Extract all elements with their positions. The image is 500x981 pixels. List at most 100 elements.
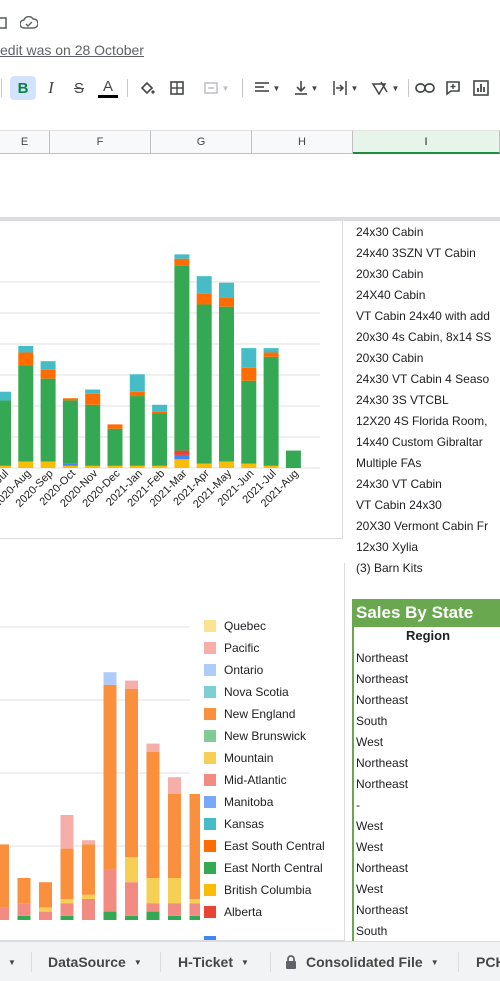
- tab-caret-icon: ▼: [8, 957, 16, 967]
- cabin-cell[interactable]: 24x30 3S VTCBL: [356, 393, 449, 407]
- region-cell[interactable]: West: [356, 819, 384, 833]
- strikethrough-button[interactable]: S: [68, 76, 90, 100]
- sheet-tab-partial[interactable]: ▼: [0, 942, 16, 981]
- region-cell[interactable]: Northeast: [356, 672, 409, 686]
- legend-item[interactable]: New England: [204, 707, 295, 721]
- cabin-cell[interactable]: (3) Barn Kits: [356, 561, 423, 575]
- region-cell[interactable]: Northeast: [356, 903, 409, 917]
- region-sales-chart[interactable]: [0, 563, 345, 941]
- cabin-cell[interactable]: VT Cabin 24x40 with add: [356, 309, 490, 323]
- italic-button[interactable]: I: [40, 76, 62, 100]
- bar-segment: [263, 348, 279, 353]
- cabin-cell[interactable]: 20x30 Cabin: [356, 351, 424, 365]
- sheet-tab-consolidated-file[interactable]: Consolidated File ▼: [285, 942, 439, 981]
- tab-label: Consolidated File: [306, 954, 423, 970]
- sheet-tab-pch[interactable]: PCH: [476, 942, 500, 981]
- region-cell[interactable]: West: [356, 735, 384, 749]
- bar-segment: [107, 424, 123, 429]
- region-cell[interactable]: South: [356, 714, 388, 728]
- bar-segment: [146, 903, 160, 912]
- cabin-cell[interactable]: 20x30 4s Cabin, 8x14 SS: [356, 330, 492, 344]
- insert-link-button[interactable]: [414, 76, 436, 100]
- bar-segment: [103, 869, 117, 912]
- bar-segment: [62, 465, 78, 468]
- region-cell[interactable]: Northeast: [356, 861, 409, 875]
- text-wrap-button[interactable]: ▼: [328, 76, 362, 100]
- insert-comment-button[interactable]: [442, 76, 464, 100]
- cabin-cell[interactable]: 14x40 Custom Gibraltar: [356, 435, 483, 449]
- cabin-cell[interactable]: Multiple FAs: [356, 456, 422, 470]
- region-cell[interactable]: Northeast: [356, 693, 409, 707]
- bar-segment: [168, 794, 181, 878]
- x-tick-label: Jul: [0, 468, 11, 486]
- fill-color-button[interactable]: [136, 76, 158, 100]
- monthly-sales-chart[interactable]: Jul 2020-Aug 2020-Sep 2020-Oct 2020-Nov 2020-…: [0, 221, 343, 539]
- bar-segment: [0, 907, 9, 920]
- legend-item[interactable]: Pacific: [204, 641, 259, 655]
- column-header-e[interactable]: E: [0, 130, 50, 154]
- frozen-rows-divider[interactable]: [0, 217, 500, 221]
- formatting-toolbar: B I S A ▼ ▼ ▼: [0, 70, 500, 106]
- sheet-tab-datasource[interactable]: DataSource ▼: [48, 942, 142, 981]
- column-header-i[interactable]: I: [353, 130, 500, 154]
- cabin-cell[interactable]: VT Cabin 24x30: [356, 498, 442, 512]
- column-header-f[interactable]: F: [50, 130, 151, 154]
- text-color-button[interactable]: A: [96, 76, 120, 100]
- cabin-cell[interactable]: 24x30 VT Cabin: [356, 477, 442, 491]
- cabin-cell[interactable]: 12X20 4S Florida Room,: [356, 414, 488, 428]
- borders-button[interactable]: [166, 76, 188, 100]
- region-cell[interactable]: West: [356, 840, 384, 854]
- sheet-tab-h-ticket[interactable]: H-Ticket ▼: [178, 942, 249, 981]
- bold-button[interactable]: B: [10, 76, 36, 100]
- region-cell[interactable]: Northeast: [356, 651, 409, 665]
- cloud-status-icon[interactable]: [19, 15, 39, 34]
- horizontal-align-button[interactable]: ▼: [250, 76, 284, 100]
- legend-item[interactable]: Nova Scotia: [204, 685, 289, 699]
- cabin-cell[interactable]: 20x30 Cabin: [356, 267, 424, 281]
- legend-item[interactable]: Quebec: [204, 619, 266, 633]
- legend-item[interactable]: Manitoba: [204, 795, 273, 809]
- cabin-cell[interactable]: 20X30 Vermont Cabin Fr: [356, 519, 489, 533]
- bar-segment: [125, 857, 138, 883]
- column-header-h[interactable]: H: [252, 130, 353, 154]
- text-rotate-button[interactable]: ▼: [368, 76, 402, 100]
- vertical-align-button[interactable]: ▼: [290, 76, 322, 100]
- legend-swatch: [204, 686, 216, 698]
- column-header-g[interactable]: G: [151, 130, 252, 154]
- move-icon[interactable]: [0, 16, 8, 34]
- toolbar-divider: [1, 79, 2, 97]
- region-cell[interactable]: South: [356, 924, 388, 938]
- bar-segment: [0, 465, 11, 468]
- bar-segment: [129, 465, 145, 468]
- region-cell[interactable]: Northeast: [356, 777, 409, 791]
- legend-item[interactable]: Kansas: [204, 817, 264, 831]
- text-color-icon: A: [102, 77, 113, 95]
- cabin-cell[interactable]: 24X40 Cabin: [356, 288, 426, 302]
- insert-chart-button[interactable]: [470, 76, 492, 100]
- region-cell[interactable]: Northeast: [356, 756, 409, 770]
- bar-segment: [0, 844, 9, 908]
- cabin-cell[interactable]: 24x40 3SZN VT Cabin: [356, 246, 476, 260]
- cabin-cell[interactable]: 12x30 Xylia: [356, 540, 419, 554]
- last-edit-link[interactable]: edit was on 28 October: [0, 42, 144, 58]
- legend-item[interactable]: Mid-Atlantic: [204, 773, 287, 787]
- cabin-cell[interactable]: 24x30 Cabin: [356, 225, 424, 239]
- bar-segment: [40, 369, 56, 379]
- legend-item[interactable]: British Columbia: [204, 883, 311, 897]
- legend-item[interactable]: New Brunswick: [204, 729, 306, 743]
- legend-item[interactable]: Mountain: [204, 751, 273, 765]
- cabin-cell[interactable]: 24x30 VT Cabin 4 Seaso: [356, 372, 490, 386]
- region-cell[interactable]: West: [356, 882, 384, 896]
- bar-segment: [196, 293, 212, 305]
- legend-item[interactable]: East South Central: [204, 839, 325, 853]
- legend-item[interactable]: Ontario: [204, 663, 263, 677]
- legend-item[interactable]: Alberta: [204, 905, 262, 919]
- region-cell[interactable]: -: [356, 798, 360, 812]
- bar-segment: [263, 465, 279, 468]
- legend-swatch: [204, 642, 216, 654]
- legend-item[interactable]: East North Central: [204, 861, 323, 875]
- bar-segment: [62, 398, 78, 401]
- legend-swatch: [204, 708, 216, 720]
- bar-segment: [219, 282, 234, 298]
- merge-cells-button[interactable]: ▼: [196, 76, 236, 100]
